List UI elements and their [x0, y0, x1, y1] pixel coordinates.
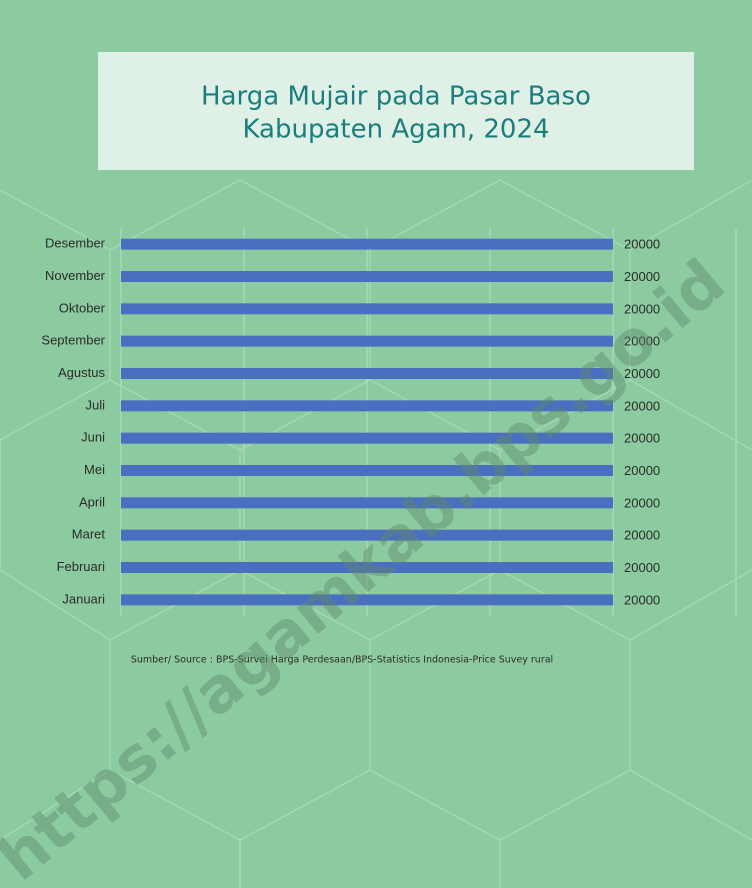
- bar: [121, 562, 613, 573]
- data-label: 20000: [624, 431, 660, 446]
- y-tick-label: Januari: [62, 591, 105, 606]
- y-tick-label: Mei: [84, 462, 105, 477]
- y-tick-label: Agustus: [58, 365, 105, 380]
- data-label: 20000: [624, 334, 660, 349]
- y-tick-label: September: [41, 333, 105, 348]
- y-tick-label: Maret: [72, 527, 106, 542]
- bar: [121, 271, 613, 282]
- y-tick-label: Februari: [57, 559, 106, 574]
- chart-title: Harga Mujair pada Pasar Baso: [201, 82, 591, 112]
- data-label: 20000: [624, 528, 660, 543]
- bar: [121, 303, 613, 315]
- bar: [121, 432, 613, 444]
- bar: [121, 497, 613, 509]
- title-box: [98, 52, 694, 170]
- y-tick-label: April: [79, 494, 105, 509]
- bar: [121, 238, 613, 250]
- bar: [121, 465, 613, 476]
- data-label: 20000: [624, 592, 660, 607]
- data-label: 20000: [624, 560, 660, 575]
- data-label: 20000: [624, 237, 660, 252]
- bar: [121, 594, 613, 606]
- bar: [121, 335, 613, 347]
- bar: [121, 529, 613, 541]
- data-label: 20000: [624, 398, 660, 413]
- data-label: 20000: [624, 366, 660, 381]
- source-note: Sumber/ Source : BPS-Survei Harga Perdes…: [131, 655, 553, 666]
- y-tick-label: Juli: [85, 397, 105, 412]
- data-label: 20000: [624, 301, 660, 316]
- chart-title: Kabupaten Agam, 2024: [242, 115, 549, 145]
- y-tick-label: Desember: [45, 236, 106, 251]
- data-label: 20000: [624, 495, 660, 510]
- data-label: 20000: [624, 463, 660, 478]
- data-label: 20000: [624, 269, 660, 284]
- y-tick-label: November: [45, 268, 106, 283]
- y-tick-label: Juni: [81, 430, 105, 445]
- bar: [121, 368, 613, 379]
- y-tick-label: Oktober: [59, 300, 106, 315]
- bar: [121, 400, 613, 412]
